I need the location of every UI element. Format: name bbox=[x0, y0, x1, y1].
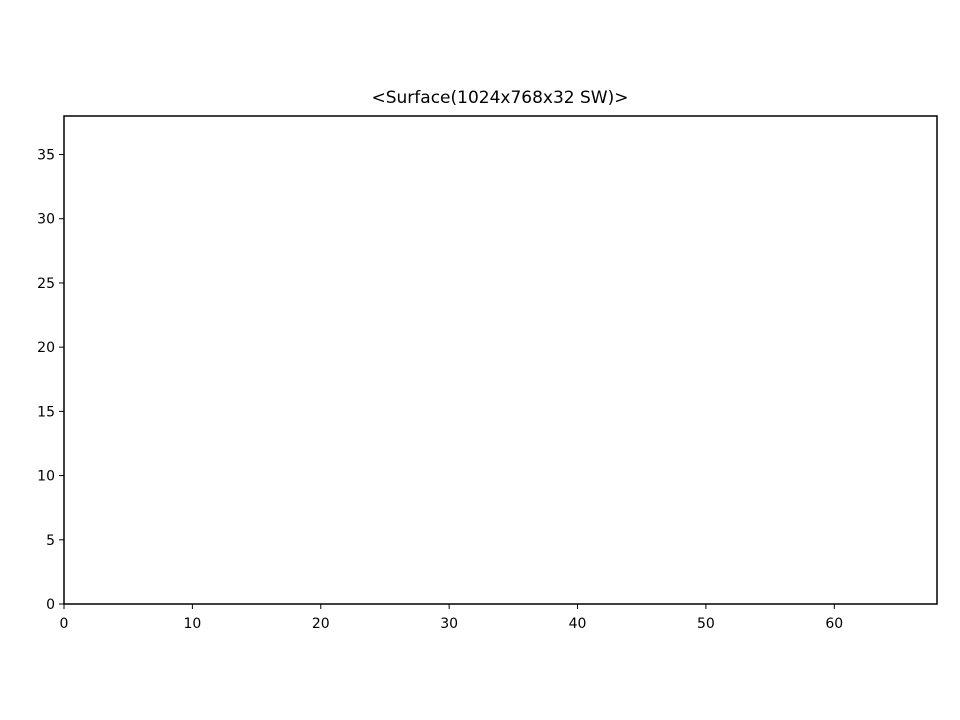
y-tick-label: 15 bbox=[37, 404, 55, 420]
y-tick-label: 35 bbox=[37, 148, 55, 164]
y-tick-label: 30 bbox=[37, 212, 55, 228]
x-tick-label: 0 bbox=[60, 616, 69, 632]
y-axis: 0 5 10 15 20 25 30 35 bbox=[37, 148, 64, 613]
y-tick-label: 20 bbox=[37, 340, 55, 356]
x-tick-label: 30 bbox=[440, 616, 458, 632]
chart-title: <Surface(1024x768x32 SW)> bbox=[372, 88, 629, 108]
y-tick-label: 5 bbox=[46, 533, 55, 549]
x-tick-label: 10 bbox=[183, 616, 201, 632]
x-tick-label: 20 bbox=[312, 616, 330, 632]
x-tick-label: 60 bbox=[825, 616, 843, 632]
y-tick-label: 0 bbox=[46, 597, 55, 613]
plot-area: 0 10 20 30 40 50 60 0 5 10 15 20 25 30 35 bbox=[37, 115, 938, 632]
y-tick-label: 25 bbox=[37, 276, 55, 292]
x-axis: 0 10 20 30 40 50 60 bbox=[60, 604, 843, 632]
x-tick-label: 40 bbox=[569, 616, 587, 632]
y-tick-label: 10 bbox=[37, 469, 55, 485]
x-tick-label: 50 bbox=[697, 616, 715, 632]
plot-frame bbox=[63, 115, 938, 605]
